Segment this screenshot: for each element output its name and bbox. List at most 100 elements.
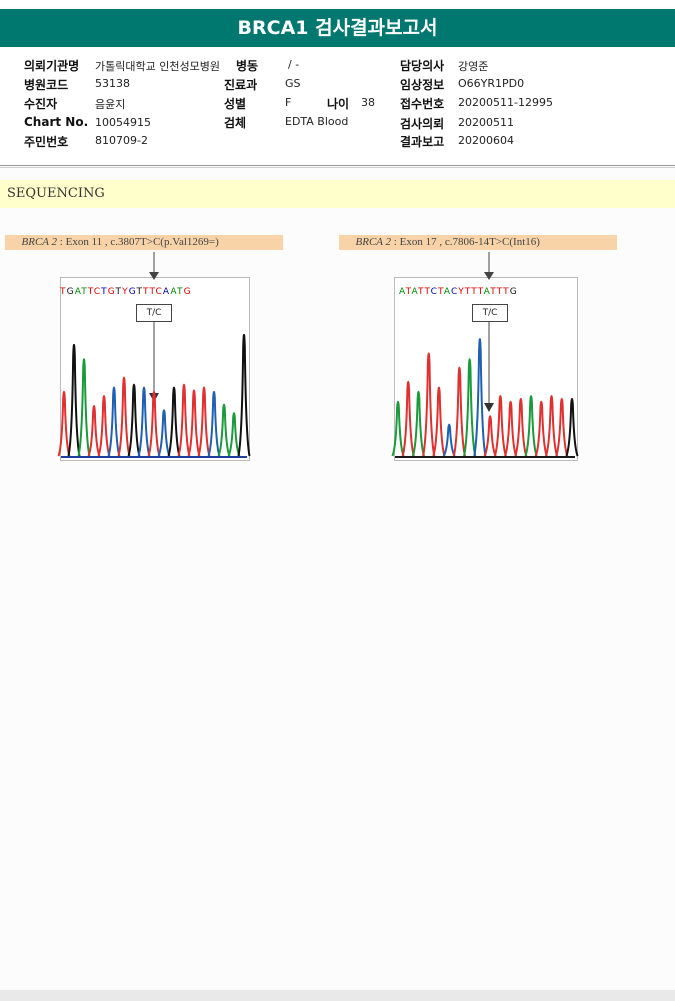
- department-value: GS: [285, 77, 301, 90]
- base-letter: T: [490, 287, 497, 297]
- hospital-label: 의뢰기관명: [24, 59, 80, 73]
- trace-peak: [524, 395, 538, 457]
- base-letter: T: [418, 287, 425, 297]
- doctor-label: 담당의사: [400, 59, 445, 73]
- request-date-label: 검사의뢰: [400, 117, 445, 131]
- chromatogram-panel-1: 220 230 TGATTCTGTYGTTTCAATG T/C: [56, 250, 252, 462]
- doctor-value: 강영준: [458, 60, 489, 73]
- base-letter: T: [464, 287, 472, 297]
- trace-peak: [107, 386, 121, 457]
- base-letter: G: [183, 287, 192, 297]
- base-letter: T: [405, 287, 412, 297]
- trace-peak: [422, 352, 436, 457]
- trace-peak: [544, 395, 559, 457]
- base-letter: T: [115, 287, 123, 297]
- base-letter: A: [170, 287, 177, 297]
- request-date-value: 20200511: [458, 116, 514, 129]
- base-letter: T: [136, 287, 143, 297]
- trace-peak: [534, 400, 548, 457]
- trace-peak: [57, 390, 71, 457]
- clinical-info-label: 임상정보: [400, 78, 445, 92]
- hospital-code-value: 53138: [95, 77, 130, 90]
- top-strip: [0, 0, 675, 7]
- trace-peak: [565, 398, 579, 457]
- base-sequence-2: ATATTCTACYTTTATTTG: [399, 287, 518, 297]
- gene-name-2: BRCA 2: [355, 236, 392, 248]
- trace-peak: [473, 338, 487, 457]
- trace-peak: [97, 395, 111, 457]
- trace-peak: [177, 383, 191, 457]
- specimen-value: EDTA Blood: [285, 115, 349, 128]
- variant-text-2: : Exon 17 , c.7806-14T>C(Int16): [393, 236, 540, 248]
- base-letter: T: [437, 287, 444, 297]
- base-letter: T: [101, 287, 108, 297]
- hospital-value: 가톨릭대학교 인천성모병원: [95, 60, 220, 73]
- chromatogram-panel-2: 60 70 ATATTCTACYTTTATTTG T/C: [390, 250, 586, 462]
- base-letter: T: [477, 287, 484, 297]
- age-label: 나이: [327, 97, 350, 111]
- trace-peak: [127, 383, 141, 457]
- trace-peak: [187, 389, 201, 457]
- base-letter: T: [142, 287, 150, 297]
- trace-peak: [77, 358, 91, 457]
- divider: [0, 167, 675, 168]
- base-letter: Y: [458, 287, 465, 297]
- base-letter: A: [483, 287, 491, 297]
- trace-peak: [217, 403, 231, 457]
- trace-peak: [463, 358, 477, 457]
- report-title: BRCA1 검사결과보고서: [0, 9, 675, 47]
- report-date-label: 결과보고: [400, 135, 445, 149]
- trace-peak: [493, 395, 507, 457]
- trace-peak: [167, 386, 181, 457]
- trace-peak: [237, 333, 251, 457]
- trace-peak: [514, 398, 528, 457]
- trace-peak: [67, 343, 81, 457]
- trace-peak: [227, 412, 241, 457]
- base-letter: A: [399, 287, 406, 297]
- sequencing-header: SEQUENCING: [0, 180, 675, 208]
- chart-number-value: 10054915: [95, 116, 151, 129]
- trace-peak: [432, 386, 446, 457]
- receipt-number-value: 20200511-12995: [458, 96, 553, 109]
- resident-id-label: 주민번호: [24, 135, 69, 149]
- trace-peak: [411, 390, 426, 457]
- patient-value: 음윤지: [95, 98, 126, 111]
- sequencing-title: SEQUENCING: [7, 186, 105, 201]
- age-value: 38: [361, 96, 375, 109]
- base-letter: T: [60, 287, 67, 297]
- department-label: 진료과: [224, 78, 258, 92]
- base-letter: A: [411, 287, 419, 297]
- trace-peak: [504, 400, 518, 457]
- chart-number-label: Chart No.: [24, 115, 89, 129]
- variant-caption-1: BRCA 2 : Exon 11 , c.3807T>C(p.Val1269=): [5, 235, 283, 250]
- variant-call-1: T/C: [136, 304, 172, 322]
- base-letter: G: [66, 287, 75, 297]
- trace-peak: [401, 380, 415, 457]
- ward-label: 병동: [236, 59, 259, 73]
- base-letter: C: [430, 287, 438, 297]
- base-letter: G: [107, 287, 116, 297]
- variant-call-2: T/C: [472, 304, 508, 322]
- base-letter: A: [74, 287, 82, 297]
- sex-label: 성별: [224, 97, 247, 111]
- base-letter: T: [424, 287, 431, 297]
- base-letter: G: [128, 287, 137, 297]
- receipt-number-label: 접수번호: [400, 97, 445, 111]
- gene-name-1: BRCA 2: [21, 236, 58, 248]
- trace-peak: [197, 386, 211, 457]
- ward-value: / -: [288, 58, 300, 71]
- base-letter: A: [443, 287, 451, 297]
- trace-peak: [147, 390, 161, 457]
- sex-value: F: [285, 96, 292, 109]
- trace-peak: [555, 398, 569, 457]
- base-letter: T: [87, 287, 94, 297]
- base-letter: T: [471, 287, 478, 297]
- base-letter: A: [162, 287, 171, 297]
- trace-peak: [87, 405, 101, 457]
- base-letter: C: [450, 287, 459, 297]
- trace-peak: [452, 366, 467, 457]
- trace-peak: [137, 386, 151, 457]
- resident-id-value: 810709-2: [95, 134, 148, 147]
- chromatogram-svg-1: [57, 252, 251, 458]
- base-letter: T: [496, 287, 504, 297]
